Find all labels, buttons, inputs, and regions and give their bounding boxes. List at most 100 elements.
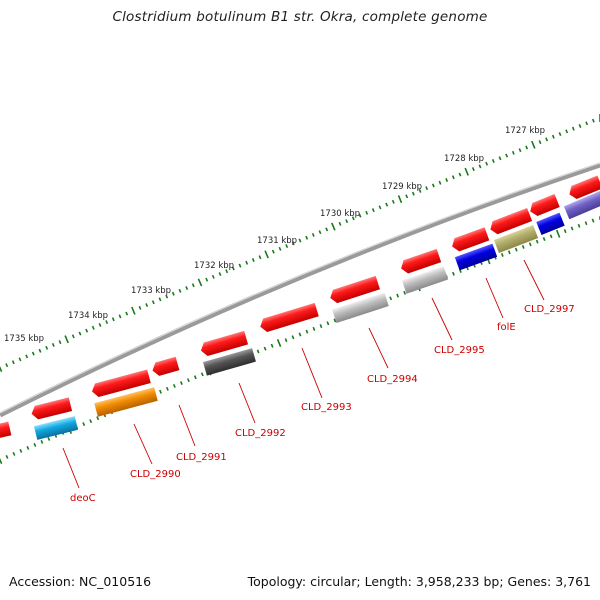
outer-ruler-tick [405,194,409,199]
outer-ruler-tick [425,186,429,191]
gene-fwd-12[interactable] [0,421,12,441]
outer-ruler-tick [125,311,129,316]
inner-ruler-tick [403,290,407,295]
outer-ruler-tick [518,148,522,153]
outer-ruler-tick [565,129,569,134]
gene-label-CLD_2990: CLD_2990 [130,469,181,480]
outer-ruler-tick [151,300,155,305]
outer-ruler-tick [251,257,255,263]
outer-ruler-tick [145,303,149,308]
gene-label-folE: folE [497,322,516,333]
outer-ruler-tick [78,331,82,336]
gene-deoC[interactable] [33,416,79,440]
gene-fwd-9[interactable] [151,356,180,378]
outer-ruler-tick [351,216,355,221]
gene-fwd-1[interactable] [567,175,600,201]
inner-ruler-tick [270,343,274,348]
outer-ruler-tick [45,345,49,350]
inner-ruler-tick [96,416,100,421]
outer-ruler-tick [491,159,495,163]
outer-ruler-tick [318,230,322,235]
gene-fwd-6[interactable] [328,275,380,305]
outer-ruler-tick [58,340,62,345]
inner-ruler-tick [193,375,197,380]
gene-CLD_2995[interactable] [401,266,449,294]
outer-ruler-tick [298,238,302,243]
outer-ruler-tick [511,150,515,155]
inner-ruler-tick [333,318,337,323]
inner-ruler-tick [326,321,330,326]
inner-ruler-tick [12,451,16,456]
outer-ruler-tick [391,199,395,204]
outer-ruler-tick [197,278,203,287]
ruler-label-1729: 1729 kbp [382,182,422,192]
outer-ruler-tick [571,126,575,131]
outer-ruler-tick [505,153,509,158]
gene-fwd-8[interactable] [199,330,249,357]
gene-CLD_2990[interactable] [94,387,158,417]
outer-ruler-tick [558,132,562,137]
outer-ruler-tick [538,140,542,145]
inner-ruler-tick [165,386,169,391]
outer-ruler-tick [171,291,175,296]
outer-ruler-tick [0,365,3,373]
genome-summary-text: Topology: circular; Length: 3,958,233 bp… [247,574,591,589]
inner-ruler-tick [82,422,86,427]
gene-label-CLD_2992: CLD_2992 [235,428,286,439]
inner-ruler-tick [276,338,282,348]
inner-ruler-tick [555,229,561,238]
gene-label-CLD_2994: CLD_2994 [367,374,418,385]
outer-ruler-tick [338,221,342,226]
inner-ruler-tick [5,454,9,459]
gene-blue-small[interactable] [536,212,565,235]
gene-fwd-7[interactable] [258,302,319,334]
gene-fwd-10[interactable] [90,369,151,398]
genome-title: Clostridium botulinum B1 str. Okra, comp… [112,9,488,25]
outer-ruler-tick [431,183,435,188]
accession-text: Accession: NC_010516 [9,574,152,589]
inner-ruler-tick [263,346,267,351]
outer-ruler-tick [545,137,549,142]
outer-ruler-tick [498,156,502,161]
gene-label-CLD_2991: CLD_2991 [176,452,227,463]
gene-CLD_2994[interactable] [332,292,389,324]
inner-ruler-arc [0,216,600,465]
gene-fwd-3[interactable] [488,207,533,236]
inner-ruler-tick [507,250,511,255]
outer-ruler-tick [245,260,249,265]
outer-ruler-tick [138,305,142,310]
outer-ruler-tick [238,263,242,268]
outer-ruler-tick [585,121,589,126]
outer-ruler-tick [118,314,122,319]
outer-ruler-tick [185,286,189,291]
outer-ruler-tick [271,249,275,254]
outer-ruler-tick [51,342,55,347]
outer-ruler-tick [531,140,536,149]
outer-ruler-tick [478,164,482,169]
inner-ruler-tick [549,234,553,239]
gene-fwd-5[interactable] [399,248,442,275]
ruler-label-1735: 1735 kbp [4,334,44,344]
outer-ruler-tick [305,235,309,240]
outer-ruler-tick [191,283,195,288]
outer-ruler-tick [331,222,336,231]
gene-fwd-4[interactable] [450,227,490,253]
outer-ruler-tick [98,322,102,327]
inner-ruler-tick [19,448,23,453]
gene-lavender[interactable] [563,188,600,220]
gene-CLD_2992[interactable] [203,348,256,376]
gene-fwd-2[interactable] [528,194,560,218]
inner-ruler-tick [500,253,504,257]
inner-ruler-tick [186,378,190,383]
inner-ruler-tick [33,442,37,447]
outer-ruler-tick [231,266,235,271]
gene-folE[interactable] [454,243,498,271]
outer-ruler-tick [18,357,22,362]
inner-ruler-tick [389,296,393,301]
outer-ruler-tick [25,354,29,359]
inner-ruler-tick [396,293,400,298]
outer-ruler-arc [0,114,600,373]
gene-fwd-11[interactable] [30,397,73,420]
gene-olive[interactable] [493,224,539,254]
outer-ruler-tick [218,272,222,277]
